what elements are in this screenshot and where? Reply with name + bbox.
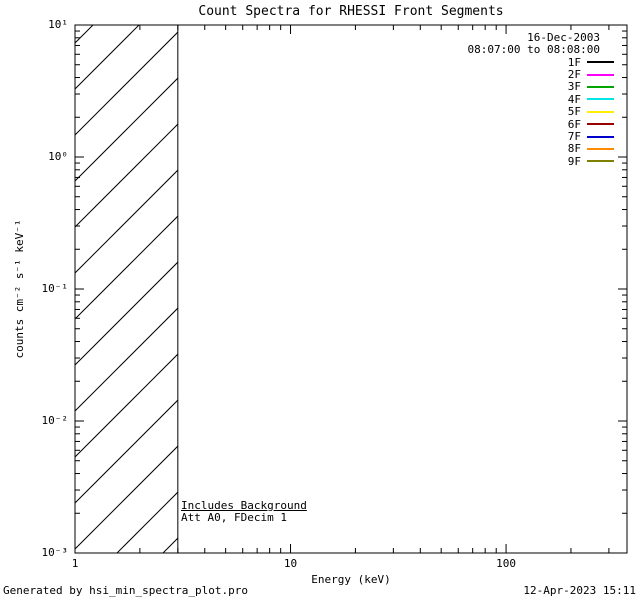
legend: 1F 2F 3F 4F 5F 6F 7F 8F — [568, 56, 614, 168]
legend-label: 4F — [567, 92, 581, 106]
legend-swatch — [587, 123, 614, 126]
legend-row: 7F — [567, 130, 614, 144]
y-tick-label: 10⁻² — [41, 414, 69, 427]
legend-row: 8F — [567, 142, 614, 156]
legend-swatch — [587, 110, 614, 113]
legend-row: 9F — [567, 154, 614, 168]
legend-swatch — [587, 147, 614, 150]
legend-swatch — [587, 73, 614, 76]
legend-row: 6F — [567, 117, 614, 131]
legend-row: 3F — [567, 80, 614, 94]
y-tick-label: 10⁰ — [48, 150, 68, 163]
legend-swatch — [587, 85, 614, 88]
y-tick-label: 10⁻¹ — [41, 282, 69, 295]
legend-swatch — [587, 98, 614, 101]
legend-label: 1F — [567, 55, 581, 69]
legend-row: 1F — [567, 55, 614, 69]
legend-swatch — [587, 61, 614, 64]
chart-title: Count Spectra for RHESSI Front Segments — [198, 4, 504, 19]
legend-time-range: 08:07:00 to 08:08:00 — [467, 43, 600, 56]
plot-timestamp: 12-Apr-2023 15:11 — [523, 584, 636, 597]
legend-date: 16-Dec-2003 — [527, 31, 600, 44]
legend-label: 3F — [567, 80, 581, 94]
y-tick-label: 10⁻³ — [41, 546, 69, 559]
legend-label: 5F — [567, 105, 581, 119]
legend-label: 6F — [567, 117, 581, 131]
legend-label: 8F — [567, 142, 581, 156]
legend-swatch — [587, 160, 614, 163]
legend-row: 2F — [567, 68, 614, 82]
annotation-attenuator-state: Att A0, FDecim 1 — [181, 511, 287, 524]
generated-by-text: Generated by hsi_min_spectra_plot.pro — [3, 584, 249, 597]
legend-row: 5F — [567, 105, 614, 119]
x-axis-label: Energy (keV) — [311, 573, 391, 586]
legend-label: 9F — [567, 154, 581, 168]
legend-label: 2F — [567, 68, 581, 82]
x-tick-label: 100 — [496, 557, 516, 570]
x-tick-label: 10 — [283, 557, 298, 570]
x-tick-label: 1 — [71, 557, 79, 570]
legend-row: 4F — [567, 92, 614, 106]
legend-label: 7F — [567, 130, 581, 144]
legend-swatch — [587, 135, 614, 138]
annotation-includes-background: Includes Background — [181, 499, 307, 512]
y-tick-label: 10¹ — [48, 18, 68, 31]
